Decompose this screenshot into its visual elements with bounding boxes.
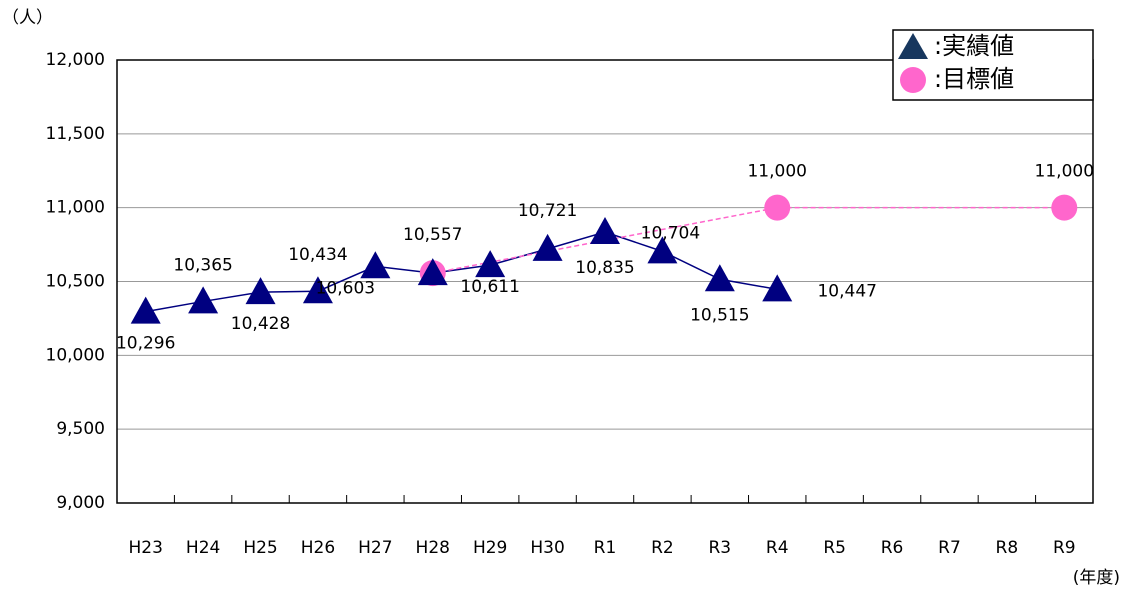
data-label: 10,296 xyxy=(116,334,175,354)
data-point xyxy=(532,233,563,261)
data-label: 10,557 xyxy=(403,225,462,245)
plot-border xyxy=(116,59,1094,504)
y-tick-label: 11,000 xyxy=(46,198,105,218)
legend-marker xyxy=(898,33,928,59)
y-tick-label: 10,500 xyxy=(46,272,105,292)
legend-box xyxy=(892,29,1094,101)
x-tick-label: H26 xyxy=(301,538,335,558)
data-label: 10,835 xyxy=(575,258,634,278)
x-tick-label: R1 xyxy=(594,538,617,558)
y-tick-label: 11,500 xyxy=(46,124,105,144)
x-tick-label: R5 xyxy=(823,538,846,558)
data-point xyxy=(647,236,678,264)
x-axis-label: (年度) xyxy=(1073,568,1120,588)
data-point xyxy=(130,296,161,324)
y-axis-label: （人） xyxy=(2,8,53,28)
y-tick-label: 12,000 xyxy=(46,50,105,70)
x-tick-label: H27 xyxy=(358,538,392,558)
legend-label: :目標値 xyxy=(934,65,1014,93)
x-tick-label: H23 xyxy=(128,538,162,558)
data-label: 10,611 xyxy=(460,277,519,297)
data-label: 10,515 xyxy=(690,305,749,325)
x-tick-label: H30 xyxy=(530,538,564,558)
legend-label: :実績値 xyxy=(934,32,1014,60)
x-tick-label: H24 xyxy=(186,538,220,558)
y-tick-label: 9,000 xyxy=(56,493,105,513)
data-label: 10,704 xyxy=(641,223,700,243)
y-tick-label: 9,500 xyxy=(56,419,105,439)
data-point xyxy=(360,251,391,279)
x-tick-label: H25 xyxy=(243,538,277,558)
data-label: 10,603 xyxy=(316,278,375,298)
data-point xyxy=(1051,194,1078,221)
data-label: 10,447 xyxy=(817,281,876,301)
x-tick-label: H28 xyxy=(416,538,450,558)
data-point xyxy=(302,276,333,304)
data-label: 11,000 xyxy=(1035,162,1094,182)
x-tick-label: R8 xyxy=(996,538,1019,558)
x-tick-label: R9 xyxy=(1053,538,1076,558)
x-tick-label: R4 xyxy=(766,538,789,558)
data-point xyxy=(590,217,620,245)
data-point xyxy=(245,277,276,305)
data-label: 10,434 xyxy=(288,245,347,265)
data-point xyxy=(762,274,793,302)
data-point xyxy=(475,250,506,278)
x-tick-label: R7 xyxy=(938,538,961,558)
x-tick-label: R2 xyxy=(651,538,674,558)
data-label: 10,428 xyxy=(231,314,290,334)
data-label: 10,365 xyxy=(173,255,232,275)
x-tick-label: R3 xyxy=(709,538,732,558)
data-label: 11,000 xyxy=(747,162,806,182)
x-tick-label: H29 xyxy=(473,538,507,558)
data-point xyxy=(764,194,791,221)
y-tick-label: 10,000 xyxy=(46,345,105,365)
data-point xyxy=(704,264,735,292)
legend-marker xyxy=(900,67,926,93)
data-point xyxy=(188,286,219,314)
data-point xyxy=(417,258,448,286)
data-label: 10,721 xyxy=(518,201,577,221)
x-tick-label: R6 xyxy=(881,538,904,558)
